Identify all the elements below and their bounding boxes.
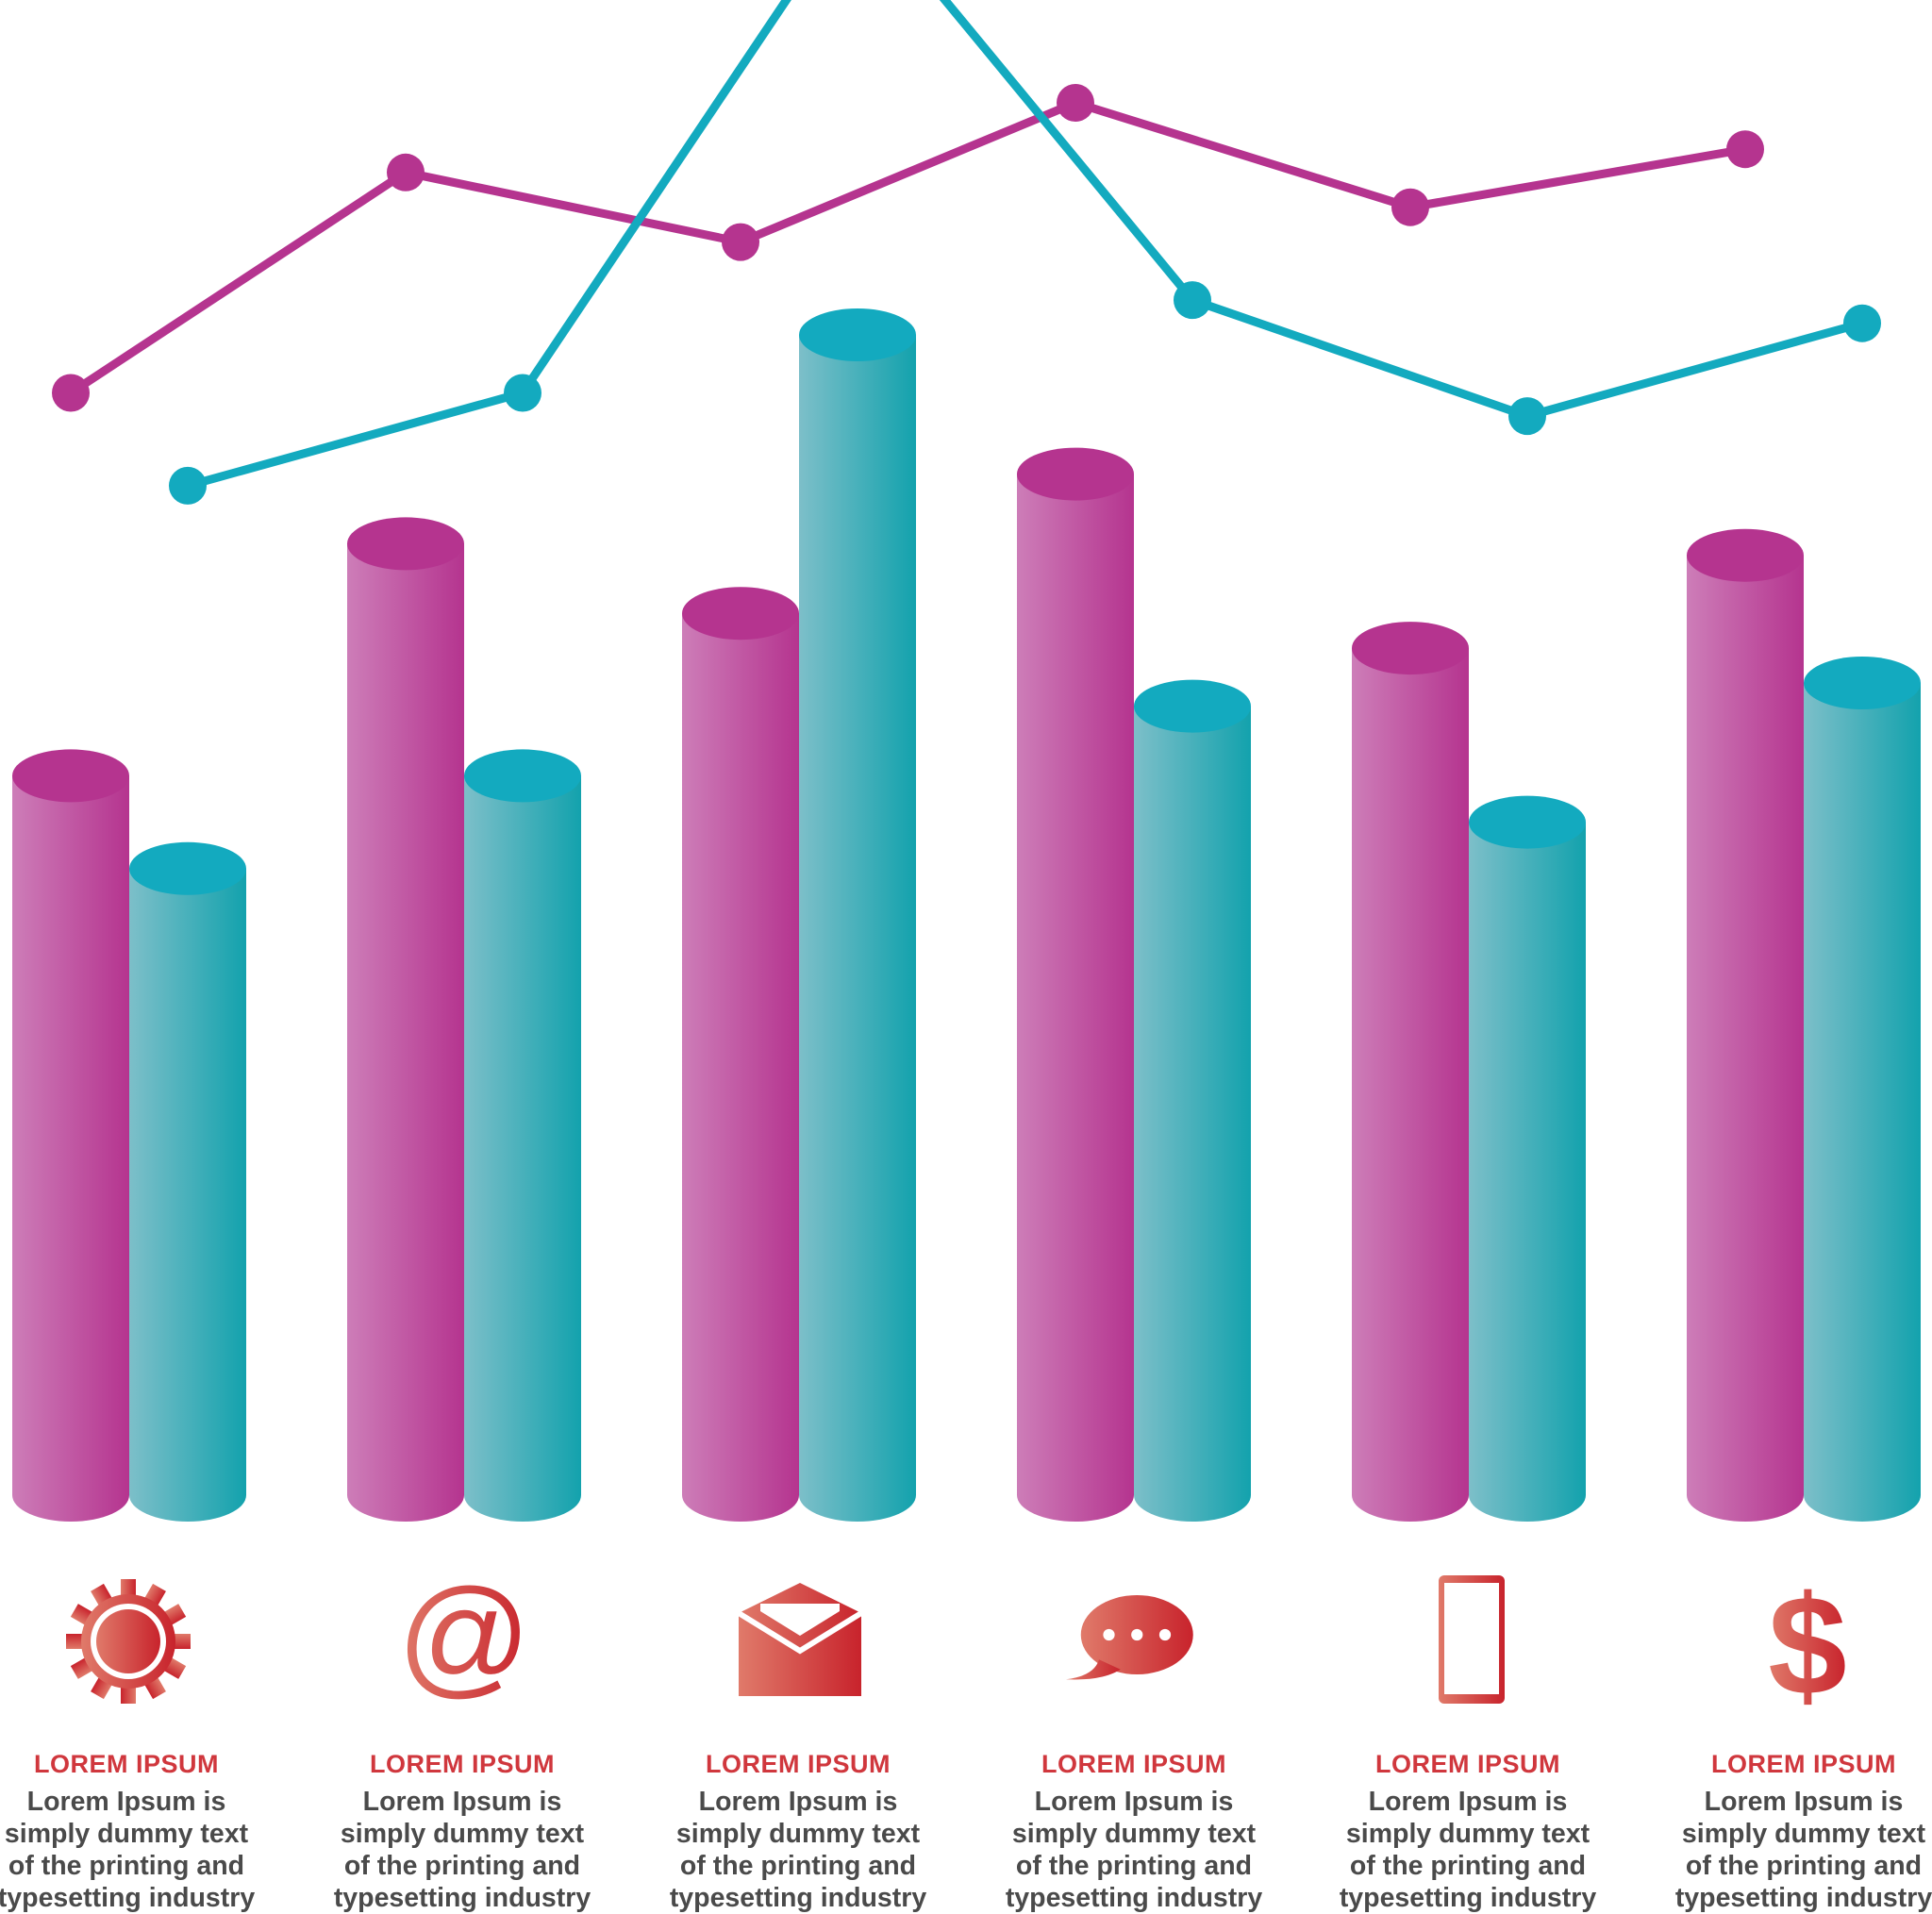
caption-line: Lorem Ipsum is xyxy=(1034,1787,1234,1817)
caption-line: of the printing and xyxy=(8,1851,245,1881)
caption-line: Lorem Ipsum is xyxy=(698,1787,898,1817)
caption-title: LOREM IPSUM xyxy=(1710,1750,1896,1778)
caption-line: typesetting industry xyxy=(0,1883,256,1913)
data-point xyxy=(1174,281,1211,320)
caption-line: simply dummy text xyxy=(1011,1819,1257,1849)
caption-line: typesetting industry xyxy=(1674,1883,1932,1913)
bar-top xyxy=(1017,447,1134,501)
bar xyxy=(129,841,246,1522)
bar-top xyxy=(799,308,916,361)
gear-icon xyxy=(66,1579,191,1704)
bar xyxy=(799,308,916,1522)
bar xyxy=(682,587,799,1522)
caption-text: Lorem Ipsum is simply dummy text of the … xyxy=(657,1786,940,1914)
caption-title: LOREM IPSUM xyxy=(33,1750,219,1778)
bar-body xyxy=(347,543,464,1522)
bar-body xyxy=(464,775,581,1522)
envelope-icon xyxy=(737,1583,863,1696)
bar xyxy=(1469,795,1586,1522)
series-line xyxy=(68,98,1746,397)
data-point xyxy=(1726,130,1764,169)
data-point xyxy=(504,374,541,412)
bar xyxy=(1352,622,1469,1522)
bar-body xyxy=(1017,474,1134,1523)
bar xyxy=(464,749,581,1522)
data-point xyxy=(1057,84,1094,122)
bar xyxy=(1687,528,1804,1523)
caption-text: Lorem Ipsum is simply dummy text of the … xyxy=(992,1786,1275,1914)
caption-line: simply dummy text xyxy=(1345,1819,1591,1849)
data-point xyxy=(387,153,425,191)
bar-top xyxy=(12,749,129,803)
caption-text: Lorem Ipsum is simply dummy text of the … xyxy=(1326,1786,1609,1914)
caption-text: Lorem Ipsum is simply dummy text of the … xyxy=(0,1786,268,1914)
caption-text: Lorem Ipsum is simply dummy text of the … xyxy=(1662,1786,1932,1914)
speech-bubble-icon xyxy=(1066,1595,1193,1680)
bar-body xyxy=(12,775,129,1522)
bar-top xyxy=(1687,528,1804,582)
caption-line: Lorem Ipsum is xyxy=(1704,1787,1904,1817)
caption-line: of the printing and xyxy=(343,1851,581,1881)
bar xyxy=(1134,679,1251,1522)
caption-line: of the printing and xyxy=(1349,1851,1587,1881)
caption-line: of the printing and xyxy=(679,1851,917,1881)
caption-title: LOREM IPSUM xyxy=(1041,1750,1226,1778)
bar-top xyxy=(347,517,464,571)
bar-top xyxy=(1469,795,1586,849)
caption-title: LOREM IPSUM xyxy=(1374,1750,1560,1778)
dollar-icon: $ xyxy=(1768,1575,1846,1707)
caption-line: simply dummy text xyxy=(1681,1819,1926,1849)
bar xyxy=(347,517,464,1522)
bar-body xyxy=(1469,822,1586,1522)
caption-line: of the printing and xyxy=(1015,1851,1253,1881)
smartphone-icon xyxy=(1439,1575,1505,1704)
caption-line: typesetting industry xyxy=(1005,1883,1263,1913)
bar-body xyxy=(1687,555,1804,1523)
bar xyxy=(1017,447,1134,1523)
caption-title: LOREM IPSUM xyxy=(369,1750,555,1778)
caption-line: simply dummy text xyxy=(675,1819,921,1849)
caption-title: LOREM IPSUM xyxy=(705,1750,891,1778)
caption-line: typesetting industry xyxy=(1339,1883,1597,1913)
caption-line: Lorem Ipsum is xyxy=(26,1787,226,1817)
data-point xyxy=(1508,397,1546,436)
series-line xyxy=(186,0,1864,491)
svg-text:$: $ xyxy=(1768,1575,1846,1707)
caption-line: of the printing and xyxy=(1685,1851,1923,1881)
data-point xyxy=(722,223,759,261)
bar-body xyxy=(682,613,799,1522)
caption-line: typesetting industry xyxy=(669,1883,927,1913)
bar-body xyxy=(1352,648,1469,1522)
bar-body xyxy=(129,868,246,1522)
bar xyxy=(12,749,129,1522)
caption-text: Lorem Ipsum is simply dummy text of the … xyxy=(321,1786,604,1914)
data-point xyxy=(1843,304,1881,342)
bar-top xyxy=(682,587,799,641)
bar-body xyxy=(1804,683,1921,1522)
caption-line: Lorem Ipsum is xyxy=(362,1787,562,1817)
bar-top xyxy=(464,749,581,803)
bar-top xyxy=(129,841,246,895)
data-point xyxy=(1391,188,1429,226)
data-point xyxy=(52,374,90,412)
svg-text:@: @ xyxy=(398,1575,530,1707)
bar xyxy=(1804,657,1921,1522)
caption-line: simply dummy text xyxy=(340,1819,585,1849)
chart xyxy=(12,0,1921,1523)
caption-line: simply dummy text xyxy=(4,1819,249,1849)
bar-body xyxy=(799,335,916,1522)
caption-line: Lorem Ipsum is xyxy=(1368,1787,1568,1817)
at-sign-icon: @ xyxy=(398,1575,530,1707)
bar-top xyxy=(1804,657,1921,709)
bar-body xyxy=(1134,706,1251,1522)
caption-line: typesetting industry xyxy=(333,1883,591,1913)
bar-top xyxy=(1352,622,1469,675)
bar-top xyxy=(1134,679,1251,733)
data-point xyxy=(169,466,207,505)
